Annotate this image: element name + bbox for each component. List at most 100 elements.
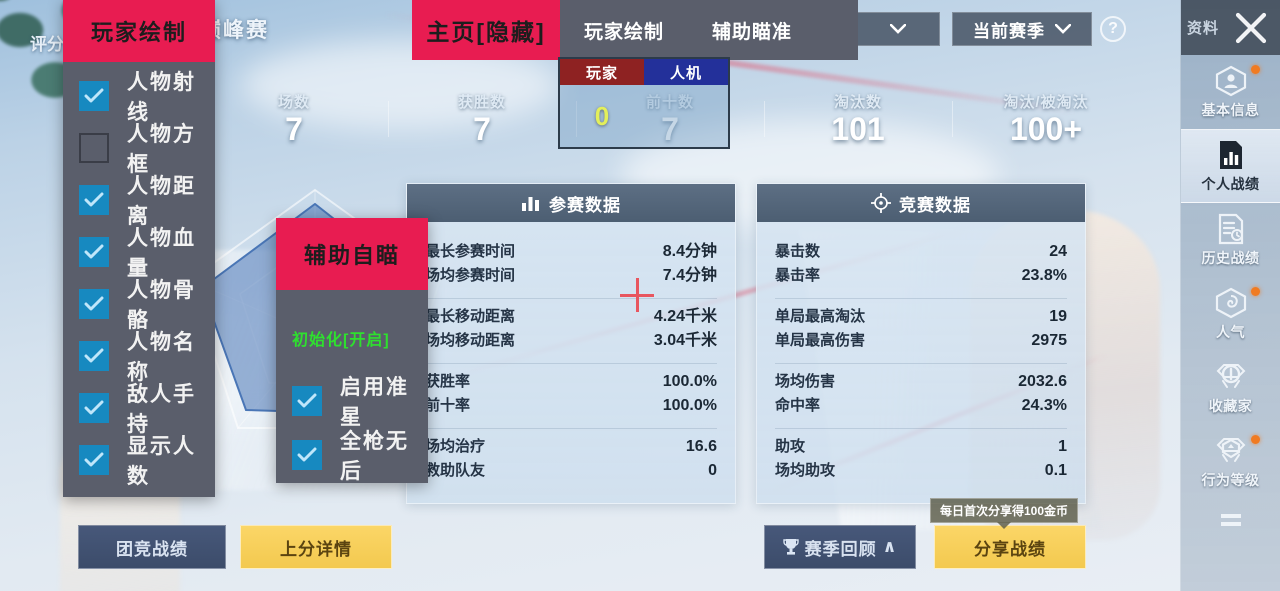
sidebar-item-personal-record[interactable]: 个人战绩 <box>1181 129 1280 203</box>
chevron-up-glyph: ∧ <box>882 537 898 556</box>
player-bot-counter: 玩家 0 人机 <box>558 57 730 149</box>
sidebar-header: 资料 <box>1181 0 1280 55</box>
counter-bot-value <box>644 85 728 147</box>
stat-row: 救助队友 0 <box>425 462 717 479</box>
toggle-row-no-recoil[interactable]: 全枪无后 <box>276 428 428 483</box>
toggle-row-enemy-weapon[interactable]: 敌人手持 <box>63 382 215 436</box>
toggle-row-character-skeleton[interactable]: 人物骨骼 <box>63 278 215 332</box>
toggle-label: 人物血量 <box>127 227 196 280</box>
toggle-label: 敌人手持 <box>127 383 196 436</box>
overlay-tab-aim-assist[interactable]: 辅助瞄准 <box>712 21 793 43</box>
card-body: 最长参赛时间 8.4分钟 场均参赛时间 7.4分钟 最长移动距离 4.24千米 … <box>407 222 735 503</box>
overlay-tab-player-draw[interactable]: 玩家绘制 <box>584 21 665 43</box>
team-record-button[interactable]: 团竞战绩 <box>78 525 226 569</box>
sidebar-item-label: 人气 <box>1216 323 1245 340</box>
toggle-row-character-rays[interactable]: 人物射线 <box>63 70 215 124</box>
player-draw-panel: 玩家绘制 人物射线 人物方框 人物距离 人物血量 <box>63 0 215 497</box>
checkbox-checked-icon[interactable] <box>79 393 109 423</box>
chevron-down-icon <box>1055 24 1071 34</box>
chevron-down-icon <box>889 24 906 34</box>
card-combat-stats: 竞赛数据 暴击数 24 暴击率 23.8% 单局最高淘汰 19 单局最高 <box>756 183 1086 504</box>
close-x-icon[interactable] <box>1232 11 1270 45</box>
season-review-button[interactable]: 赛季回顾 ∧ <box>764 525 916 569</box>
toggle-label: 人物射线 <box>127 71 196 124</box>
stat-row: 场均助攻 0.1 <box>775 462 1067 479</box>
stat-group: 暴击数 24 暴击率 23.8% <box>775 234 1067 299</box>
sidebar-item-label: 个人战绩 <box>1201 175 1260 192</box>
stat-row: 场均移动距离 3.04千米 <box>425 332 717 349</box>
toggle-label: 人物距离 <box>127 175 196 228</box>
toggle-row-enable-crosshair[interactable]: 启用准星 <box>276 374 428 429</box>
toggle-row-character-health[interactable]: 人物血量 <box>63 226 215 280</box>
stat-row: 获胜率 100.0% <box>425 373 717 390</box>
stat-row: 助攻 1 <box>775 438 1067 455</box>
stat-group: 最长移动距离 4.24千米 场均移动距离 3.04千米 <box>425 299 717 364</box>
sidebar-item-collector[interactable]: 收藏家 <box>1181 351 1280 425</box>
toggle-label: 全枪无后 <box>340 430 409 483</box>
stat-row: 场均治疗 16.6 <box>425 438 717 455</box>
checkbox-checked-icon[interactable] <box>79 289 109 319</box>
sidebar-item-popularity[interactable]: 人气 <box>1181 277 1280 351</box>
season-dropdown[interactable]: 当前赛季 <box>952 12 1092 46</box>
sidebar-item-label: 历史战绩 <box>1201 249 1260 266</box>
sidebar-item-basic-info[interactable]: 基本信息 <box>1181 55 1280 129</box>
top-stats-bar: 场数 7 获胜数 7 前十数 7 淘汰数 101 淘汰/被淘汰 100+ <box>200 78 1140 160</box>
aim-assist-status: 初始化[开启] <box>292 332 390 349</box>
more-lines-icon <box>1220 513 1241 526</box>
checkbox-checked-icon[interactable] <box>79 81 109 111</box>
sidebar-item-behavior-level[interactable]: 行为等级 <box>1181 425 1280 499</box>
help-icon[interactable]: ? <box>1100 16 1126 42</box>
profile-hex-icon <box>1215 65 1246 96</box>
checkbox-checked-icon[interactable] <box>79 341 109 371</box>
sidebar-item-history-record[interactable]: 历史战绩 <box>1181 203 1280 277</box>
toggle-row-show-player-count[interactable]: 显示人数 <box>63 434 215 488</box>
aim-assist-panel: 辅助自瞄 初始化[开启] 启用准星 全枪无后 <box>276 218 428 483</box>
behavior-shield-icon <box>1216 437 1245 462</box>
sidebar-item-label: 收藏家 <box>1208 397 1253 414</box>
checkbox-checked-icon[interactable] <box>79 237 109 267</box>
counter-player: 玩家 0 <box>560 59 644 147</box>
stat-group: 场均伤害 2032.6 命中率 24.3% <box>775 364 1067 429</box>
counter-player-value: 0 <box>560 85 644 147</box>
toggle-label: 人物方框 <box>127 123 196 176</box>
mode-dropdown[interactable] <box>845 12 940 46</box>
crosshair-target-icon <box>871 193 891 213</box>
right-sidebar: 资料 基本信息 个人战绩 <box>1180 0 1280 591</box>
stat-row: 命中率 24.3% <box>775 397 1067 414</box>
stat-group: 单局最高淘汰 19 单局最高伤害 2975 <box>775 299 1067 364</box>
stat-row: 暴击率 23.8% <box>775 267 1067 284</box>
share-reward-tooltip: 每日首次分享得100金币 <box>930 498 1079 523</box>
overlay-tab-bar: 玩家绘制 辅助瞄准 <box>560 0 858 60</box>
toggle-row-character-name[interactable]: 人物名称 <box>63 330 215 384</box>
top-stat-matches: 场数 7 <box>277 93 310 147</box>
toggle-row-character-distance[interactable]: 人物距离 <box>63 174 215 228</box>
card-header: 竞赛数据 <box>757 184 1085 222</box>
trophy-icon <box>782 539 799 555</box>
checkbox-checked-icon[interactable] <box>292 386 322 416</box>
share-record-button[interactable]: 分享战绩 <box>934 525 1086 569</box>
notification-dot <box>1251 287 1260 296</box>
rank-details-button[interactable]: 上分详情 <box>240 525 392 569</box>
stat-group: 场均治疗 16.6 救助队友 0 <box>425 429 717 493</box>
notification-dot <box>1251 435 1260 444</box>
checkbox-unchecked-icon[interactable] <box>79 133 109 163</box>
collector-medal-icon <box>1216 363 1245 388</box>
checkbox-checked-icon[interactable] <box>292 440 322 470</box>
stat-row: 最长移动距离 4.24千米 <box>425 308 717 325</box>
bar-chart-icon <box>522 197 539 211</box>
checkbox-checked-icon[interactable] <box>79 445 109 475</box>
toggle-label: 启用准星 <box>340 376 409 429</box>
toggle-label: 显示人数 <box>127 435 196 488</box>
counter-bot: 人机 <box>644 59 728 147</box>
card-participation-stats: 参赛数据 最长参赛时间 8.4分钟 场均参赛时间 7.4分钟 最长移动距离 4.… <box>406 183 736 504</box>
stat-row: 最长参赛时间 8.4分钟 <box>425 243 717 260</box>
overlay-tab-home-hide[interactable]: 主页[隐藏] <box>412 0 560 60</box>
sidebar-item-more[interactable] <box>1181 499 1280 543</box>
checkbox-checked-icon[interactable] <box>79 185 109 215</box>
stat-row: 单局最高淘汰 19 <box>775 308 1067 325</box>
counter-bot-label: 人机 <box>644 59 728 85</box>
toggle-row-character-box[interactable]: 人物方框 <box>63 122 215 176</box>
top-stat-kills: 淘汰数 101 <box>764 91 952 147</box>
counter-player-label: 玩家 <box>560 59 644 85</box>
